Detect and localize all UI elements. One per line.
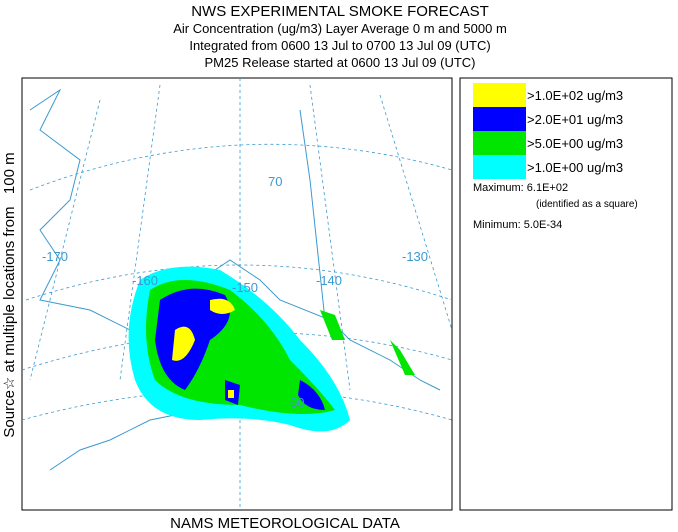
map-frame [21,77,453,511]
legend-label: >1.0E+02 ug/m3 [527,88,623,103]
map: -170 -160 -150 -140 -130 70 60 [21,78,453,510]
plume [320,310,415,375]
title: NWS EXPERIMENTAL SMOKE FORECAST [191,3,489,20]
subtitle: PM25 Release started at 0600 13 Jul 09 (… [205,55,476,70]
legend-swatch [473,83,526,107]
legend-swatch [473,155,526,179]
legend-label: >5.0E+00 ug/m3 [527,136,623,151]
minimum: Minimum: 5.0E-34 [473,219,562,231]
map-label: -170 [42,249,68,264]
maximum-note: (identified as a square) [536,199,638,210]
subtitle: Air Concentration (ug/m3) Layer Average … [173,21,507,36]
map-label: -140 [316,273,342,288]
map-label: -130 [402,249,428,264]
map-label: 70 [268,174,282,189]
footer: NAMS METEOROLOGICAL DATA [170,515,400,532]
legend-label: >2.0E+01 ug/m3 [527,112,623,127]
plume [172,298,235,398]
legend: >1.0E+02 ug/m3 >2.0E+01 ug/m3 >5.0E+00 ug/… [473,83,623,179]
map-label: -150 [232,280,258,295]
legend-swatch [473,131,526,155]
legend-label: >1.0E+00 ug/m3 [527,160,623,175]
map-label: 60 [290,395,304,410]
legend-frame [459,77,673,511]
subtitle: Integrated from 0600 13 Jul to 0700 13 J… [189,38,490,53]
legend-swatch [473,107,526,131]
plume [155,288,325,410]
side-label: Source☆ at multiple locations from 100 m [1,152,18,437]
maximum: Maximum: 6.1E+02 [473,182,568,194]
map-label: -160 [132,273,158,288]
